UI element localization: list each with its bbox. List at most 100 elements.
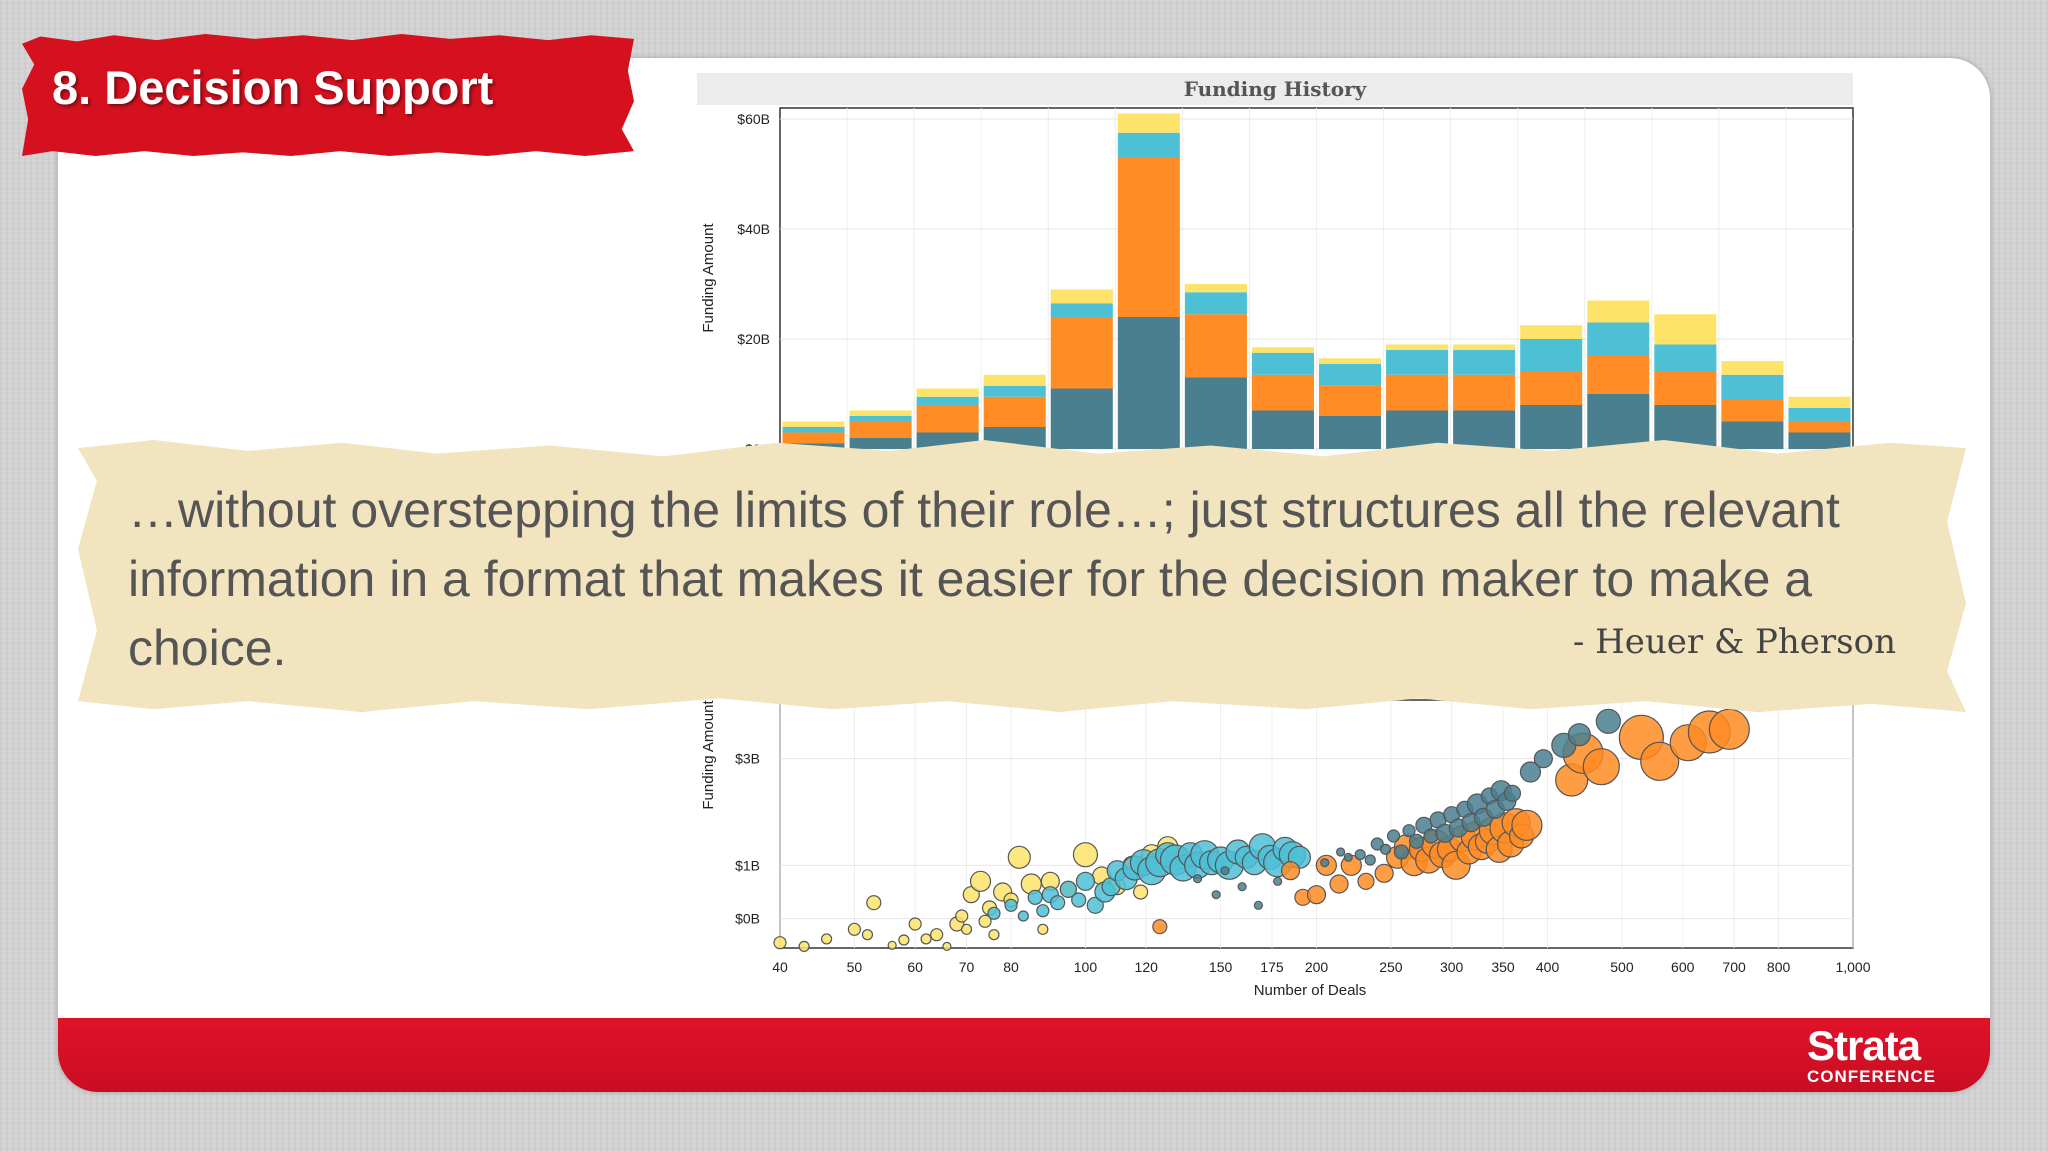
scatter-point [1567, 723, 1591, 747]
scatter-x-label: Number of Deals [1254, 982, 1367, 999]
bar-segment [1587, 394, 1650, 449]
bar-segment [1788, 396, 1851, 408]
bar-segment [1117, 132, 1180, 158]
scatter-x-tick: 120 [1135, 959, 1159, 975]
scatter-x-tick: 80 [1003, 959, 1019, 975]
scatter-point [1595, 708, 1621, 734]
scatter-point [1004, 898, 1018, 912]
scatter-point [1133, 884, 1149, 900]
bar-segment [1184, 377, 1247, 449]
scatter-point [898, 934, 910, 946]
scatter-point [930, 928, 944, 942]
scatter-point [1059, 880, 1077, 898]
scatter-point [1220, 866, 1230, 876]
bar-segment [1654, 372, 1717, 405]
quote-text: …without overstepping the limits of thei… [128, 482, 1840, 676]
bar-y-tick: $40B [737, 221, 770, 237]
bar-segment [1453, 350, 1516, 375]
scatter-point [1075, 871, 1096, 891]
scatter-x-tick: 40 [772, 959, 788, 975]
bar-segment [1453, 374, 1516, 411]
bar-segment [849, 438, 912, 449]
bar-segment [1788, 432, 1851, 449]
scatter-point [773, 936, 787, 950]
scatter-point [1273, 876, 1283, 886]
bar-segment [849, 416, 912, 422]
scatter-point [978, 914, 992, 928]
bar-segment [1251, 352, 1314, 375]
scatter-point [1237, 882, 1247, 892]
bar-segment [1520, 325, 1583, 339]
bar-segment [1184, 314, 1247, 378]
bar-segment [916, 388, 979, 397]
scatter-point [1193, 874, 1203, 884]
scatter-x-tick: 400 [1536, 959, 1560, 975]
scatter-point [1370, 837, 1384, 851]
scatter-point [1036, 904, 1050, 918]
bar-segment [1184, 292, 1247, 315]
scatter-point [942, 941, 952, 952]
scatter-point [861, 929, 874, 941]
bar-segment [1721, 421, 1784, 449]
scatter-point [1037, 923, 1049, 935]
bar-segment [1654, 344, 1717, 372]
scatter-x-tick: 600 [1671, 959, 1695, 975]
strata-logo: Strata CONFERENCE [1807, 1024, 1936, 1086]
scatter-x-tick: 150 [1209, 959, 1233, 975]
scatter-y-label: Funding Amount [700, 700, 717, 810]
scatter-point [1152, 919, 1168, 935]
scatter-point [1640, 741, 1680, 781]
scatter-point [866, 895, 882, 911]
scatter-point [1393, 844, 1409, 860]
scatter-x-tick: 200 [1305, 959, 1329, 975]
bar-segment [1654, 314, 1717, 345]
bar-segment [916, 396, 979, 405]
scatter-point [955, 909, 969, 923]
scatter-point [1503, 784, 1522, 802]
bar-segment [983, 396, 1046, 427]
scatter-point [1320, 858, 1330, 868]
scatter-point [1017, 910, 1029, 922]
bar-segment [983, 385, 1046, 397]
footer-bar: Strata CONFERENCE [58, 1018, 1990, 1092]
scatter-x-tick: 70 [959, 959, 975, 975]
scatter-point [847, 922, 861, 936]
bar-segment [782, 421, 845, 427]
bar-segment [1721, 361, 1784, 375]
scatter-point [1374, 863, 1394, 883]
scatter-point [1519, 761, 1542, 783]
scatter-x-tick: 250 [1379, 959, 1403, 975]
bar-segment [1117, 113, 1180, 133]
scatter-x-tick: 50 [847, 959, 863, 975]
bar-y-label: Funding Amount [700, 223, 717, 333]
scatter-x-tick: 800 [1767, 959, 1791, 975]
scatter-point [1007, 845, 1031, 869]
scatter-x-tick: 500 [1610, 959, 1634, 975]
bar-segment [782, 432, 845, 444]
bar-segment [1319, 358, 1382, 364]
bar-segment [1520, 339, 1583, 372]
scatter-point [1364, 854, 1376, 866]
scatter-point [798, 940, 810, 953]
slide-title-tag: 8. Decision Support [22, 34, 634, 156]
bar-segment [1587, 355, 1650, 394]
bar-segment [849, 421, 912, 438]
scatter-point [1354, 849, 1366, 861]
scatter-point [1306, 885, 1327, 905]
bar-segment [1319, 416, 1382, 449]
bar-segment [1319, 385, 1382, 416]
scatter-point [1071, 892, 1087, 908]
scatter-point [969, 870, 992, 892]
scatter-point [960, 923, 973, 935]
bar-segment [1788, 421, 1851, 433]
bar-segment [1117, 157, 1180, 317]
bar-segment [1251, 410, 1314, 449]
scatter-point [1402, 824, 1416, 838]
scatter-point [920, 933, 932, 945]
scatter-y-tick: $0B [735, 911, 760, 927]
scatter-point [820, 933, 833, 945]
bar-segment [1386, 374, 1449, 411]
quote-paper: …without overstepping the limits of thei… [78, 440, 1966, 712]
bar-y-tick: $20B [737, 331, 770, 347]
